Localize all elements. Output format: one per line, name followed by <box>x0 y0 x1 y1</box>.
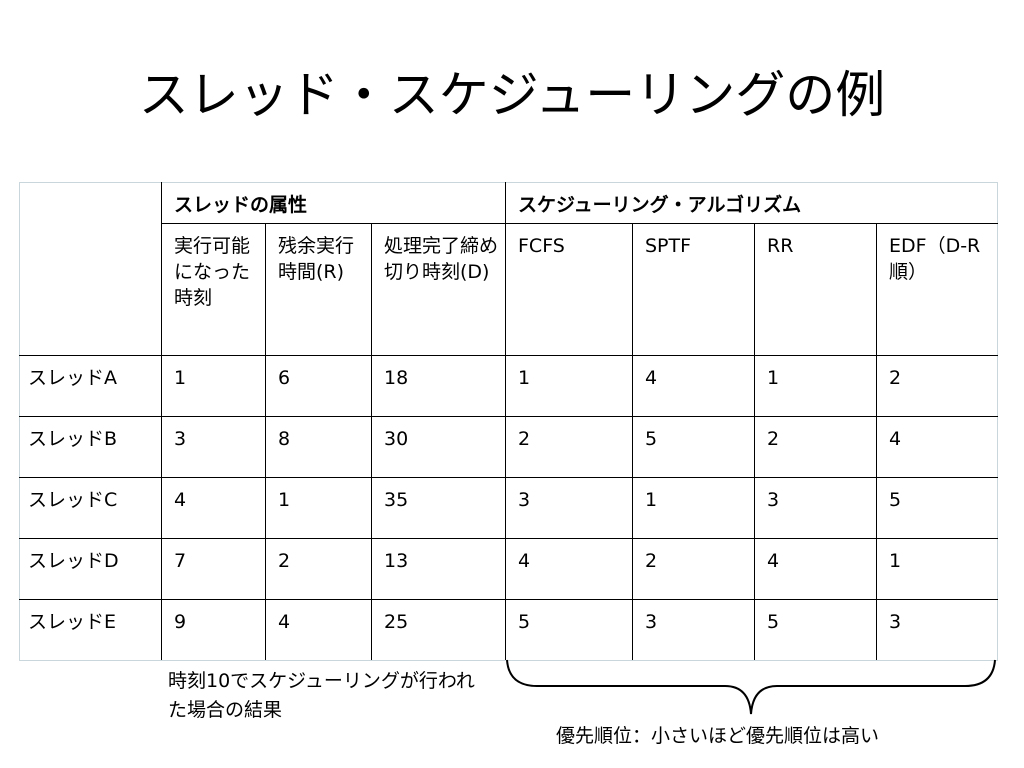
arrival-cell: 9 <box>161 599 266 661</box>
edf-cell: 4 <box>876 416 998 478</box>
thread-name: スレッドD <box>19 538 162 600</box>
corner-cell <box>19 182 162 356</box>
sptf-cell: 2 <box>632 538 755 600</box>
group-header-row: スレッドの属性 スケジューリング・アルゴリズム <box>19 182 998 356</box>
deadline-cell: 13 <box>371 538 506 600</box>
table-row: スレッドC 4 1 35 3 1 3 5 <box>19 477 998 539</box>
sub-header-row: 実行可能になった時刻 残余実行時間(R) 処理完了締め切り時刻(D) FCFS … <box>20 223 998 356</box>
table-row: スレッドB 3 8 30 2 5 2 4 <box>19 416 998 478</box>
edf-cell: 5 <box>876 477 998 539</box>
priority-caption: 優先順位：小さいほど優先順位は高い <box>556 725 880 747</box>
thread-name: スレッドC <box>19 477 162 539</box>
edf-cell: 2 <box>876 355 998 417</box>
remaining-cell: 8 <box>265 416 372 478</box>
rr-cell: 3 <box>754 477 877 539</box>
fcfs-cell: 5 <box>505 599 633 661</box>
header-edf: EDF（D-R順） <box>876 223 998 356</box>
rr-cell: 5 <box>754 599 877 661</box>
header-sptf: SPTF <box>632 223 755 356</box>
arrival-cell: 4 <box>161 477 266 539</box>
arrival-cell: 3 <box>161 416 266 478</box>
edf-cell: 3 <box>876 599 998 661</box>
curly-brace-icon <box>506 659 996 715</box>
sptf-cell: 4 <box>632 355 755 417</box>
fcfs-cell: 2 <box>505 416 633 478</box>
sptf-cell: 3 <box>632 599 755 661</box>
deadline-cell: 30 <box>371 416 506 478</box>
group-header-attributes: スレッドの属性 <box>161 182 506 224</box>
slide-title: スレッド・スケジューリングの例 <box>138 66 886 124</box>
fcfs-cell: 3 <box>505 477 633 539</box>
group-header-algorithms: スケジューリング・アルゴリズム <box>505 182 998 224</box>
rr-cell: 1 <box>754 355 877 417</box>
header-rr: RR <box>754 223 877 356</box>
thread-name: スレッドA <box>19 355 162 417</box>
scheduling-time-note: 時刻10でスケジューリングが行われた場合の結果 <box>168 670 475 721</box>
header-deadline: 処理完了締め切り時刻(D) <box>371 223 506 356</box>
rr-cell: 4 <box>754 538 877 600</box>
header-remaining-time: 残余実行時間(R) <box>265 223 372 356</box>
arrival-cell: 1 <box>161 355 266 417</box>
deadline-cell: 25 <box>371 599 506 661</box>
header-arrival-time: 実行可能になった時刻 <box>161 223 266 356</box>
sptf-cell: 1 <box>632 477 755 539</box>
deadline-cell: 18 <box>371 355 506 417</box>
remaining-cell: 1 <box>265 477 372 539</box>
fcfs-cell: 1 <box>505 355 633 417</box>
sptf-cell: 5 <box>632 416 755 478</box>
scheduling-table: スレッドの属性 スケジューリング・アルゴリズム 実行可能になった時刻 残余実行時… <box>19 182 998 661</box>
deadline-cell: 35 <box>371 477 506 539</box>
remaining-cell: 2 <box>265 538 372 600</box>
edf-cell: 1 <box>876 538 998 600</box>
fcfs-cell: 4 <box>505 538 633 600</box>
table-row: スレッドD 7 2 13 4 2 4 1 <box>19 538 998 600</box>
thread-name: スレッドE <box>19 599 162 661</box>
rr-cell: 2 <box>754 416 877 478</box>
header-fcfs: FCFS <box>505 223 633 356</box>
table-row: スレッドE 9 4 25 5 3 5 3 <box>19 599 998 661</box>
remaining-cell: 6 <box>265 355 372 417</box>
thread-name: スレッドB <box>19 416 162 478</box>
table-row: スレッドA 1 6 18 1 4 1 2 <box>19 355 998 417</box>
arrival-cell: 7 <box>161 538 266 600</box>
remaining-cell: 4 <box>265 599 372 661</box>
